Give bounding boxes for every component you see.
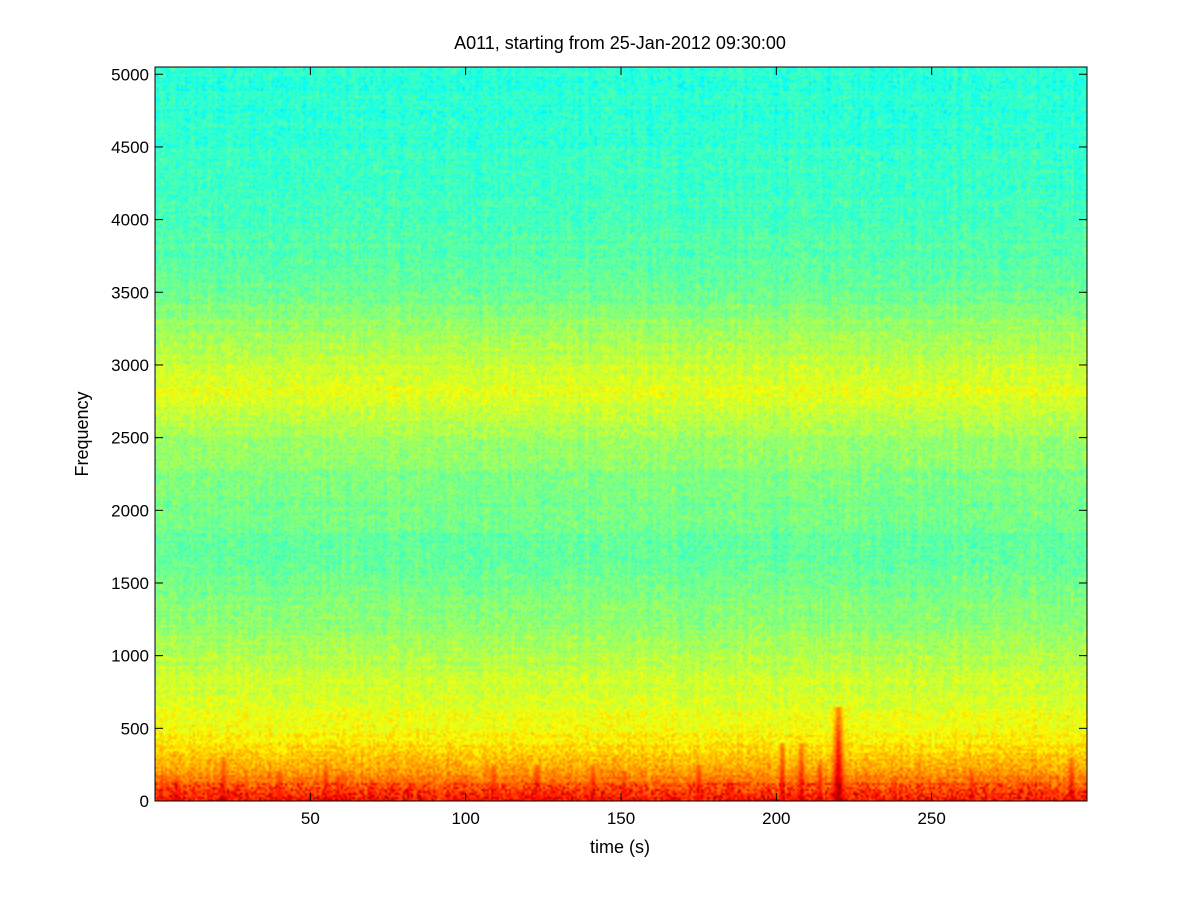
y-tick-label: 2000 (111, 501, 149, 520)
y-tick-label: 1500 (111, 574, 149, 593)
y-tick-label: 500 (121, 719, 149, 738)
y-axis-label: Frequency (72, 391, 92, 476)
x-tick-label: 150 (607, 809, 635, 828)
plot-area (154, 66, 1088, 802)
y-tick-label: 4500 (111, 138, 149, 157)
chart-title: A011, starting from 25-Jan-2012 09:30:00 (454, 33, 786, 53)
x-tick-label: 50 (301, 809, 320, 828)
y-tick-label: 4000 (111, 211, 149, 230)
y-tick-label: 5000 (111, 65, 149, 84)
y-tick-label: 1000 (111, 647, 149, 666)
spectrogram-heatmap (155, 67, 1087, 801)
y-axis: 0 500 1000 1500 2000 2500 3000 3500 4000 4500 5000 (111, 65, 1087, 811)
y-tick-label: 3500 (111, 283, 149, 302)
x-tick-label: 250 (917, 809, 945, 828)
x-axis-label: time (s) (590, 837, 650, 857)
x-tick-label: 100 (451, 809, 479, 828)
x-axis: 50 100 150 200 250 (301, 67, 946, 828)
x-tick-label: 200 (762, 809, 790, 828)
y-tick-label: 0 (140, 792, 149, 811)
y-tick-label: 2500 (111, 429, 149, 448)
y-tick-label: 3000 (111, 356, 149, 375)
